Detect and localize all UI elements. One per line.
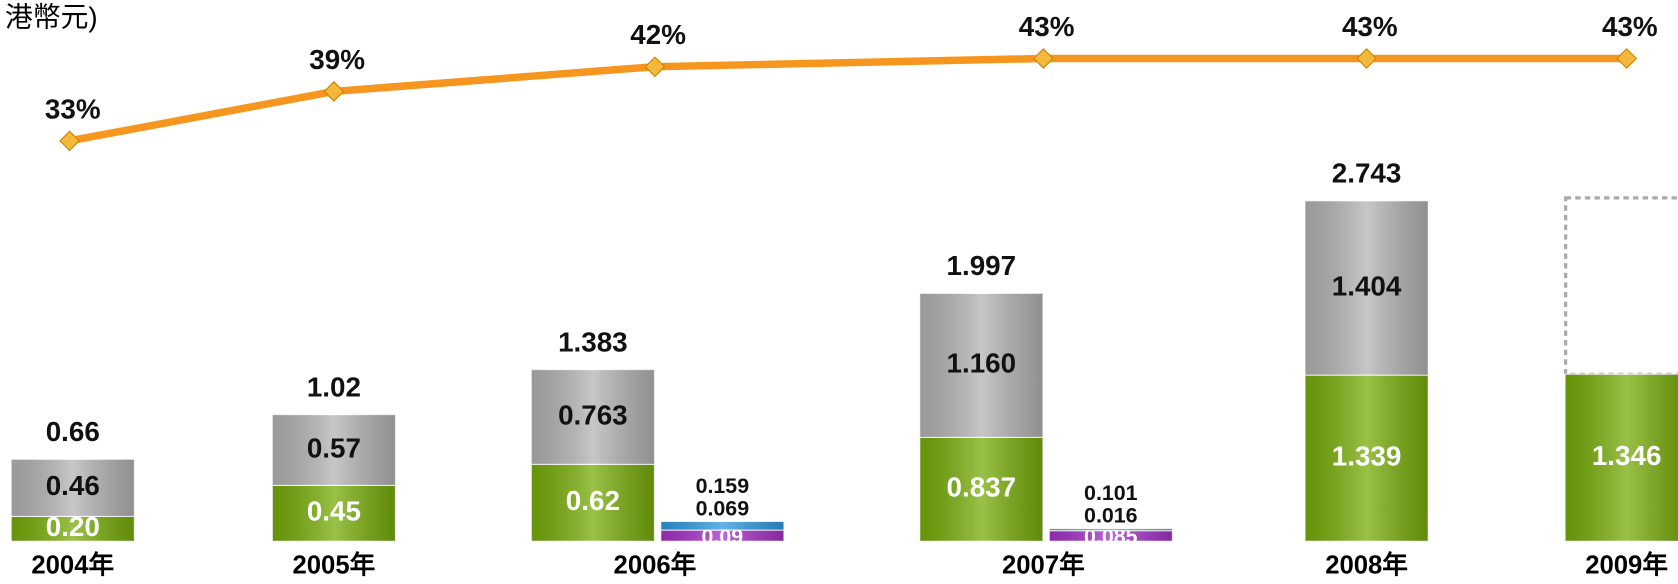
- bar-shade: [919, 437, 1043, 542]
- value-label: 1.339: [1332, 440, 1402, 471]
- x-tick-label: 2008年: [1325, 550, 1408, 580]
- bar-shade: [531, 369, 655, 465]
- bar-shade: [11, 516, 135, 542]
- bar-shade: [1305, 375, 1429, 542]
- bar-shade: [660, 521, 784, 531]
- value-label: 0.016: [1084, 504, 1138, 528]
- x-tick-label: 2005年: [293, 550, 376, 580]
- value-label: 0.62: [566, 485, 620, 516]
- value-label: 39%: [309, 44, 365, 75]
- value-label: 1.160: [947, 348, 1017, 379]
- x-tick-label: 2009年: [1585, 550, 1668, 580]
- bar-shade: [11, 459, 135, 517]
- bar-shade: [531, 464, 655, 542]
- bar-shade: [660, 530, 784, 542]
- total-label: 0.66: [46, 416, 100, 447]
- value-label: 43%: [1602, 11, 1658, 42]
- total-label: 1.02: [307, 371, 361, 402]
- x-tick-label: 2007年: [1002, 550, 1085, 580]
- line-marker: [644, 56, 666, 78]
- value-label: 0.763: [558, 399, 628, 430]
- total-label: 1.383: [558, 326, 628, 357]
- bar-shade: [1049, 528, 1173, 531]
- bar-shade: [919, 293, 1043, 438]
- value-label: 43%: [1019, 11, 1075, 42]
- value-label: 1.404: [1332, 270, 1402, 301]
- value-label: 0.57: [307, 432, 361, 463]
- line-marker: [1356, 48, 1377, 69]
- bar-shade: [272, 414, 396, 486]
- x-tick-label: 2006年: [614, 550, 697, 580]
- value-label: 0.45: [307, 496, 361, 527]
- value-label: 0.069: [696, 496, 750, 520]
- total-label: 0.101: [1084, 481, 1138, 505]
- line-marker: [1616, 48, 1638, 69]
- total-label: 2.743: [1332, 158, 1402, 189]
- bar-shade: [1565, 374, 1678, 542]
- value-label: 0.46: [46, 470, 100, 501]
- bar-shade: [1049, 530, 1173, 542]
- placeholder-box: [1564, 196, 1678, 376]
- value-label: 1.346: [1592, 440, 1662, 471]
- line-marker: [323, 81, 345, 102]
- x-tick-label: 2004年: [31, 550, 114, 580]
- bar-shade: [272, 485, 396, 542]
- value-label: 0.837: [947, 472, 1017, 503]
- value-label: 42%: [630, 19, 686, 50]
- total-label: 0.159: [696, 474, 750, 498]
- bar-shade: [1305, 200, 1429, 376]
- value-label: 43%: [1342, 11, 1398, 42]
- value-label: 33%: [45, 93, 101, 124]
- chart-title: 港幣元): [5, 2, 98, 33]
- line: [68, 54, 1627, 145]
- line-marker: [59, 130, 80, 152]
- line-marker: [1033, 48, 1054, 69]
- total-label: 1.997: [947, 250, 1017, 281]
